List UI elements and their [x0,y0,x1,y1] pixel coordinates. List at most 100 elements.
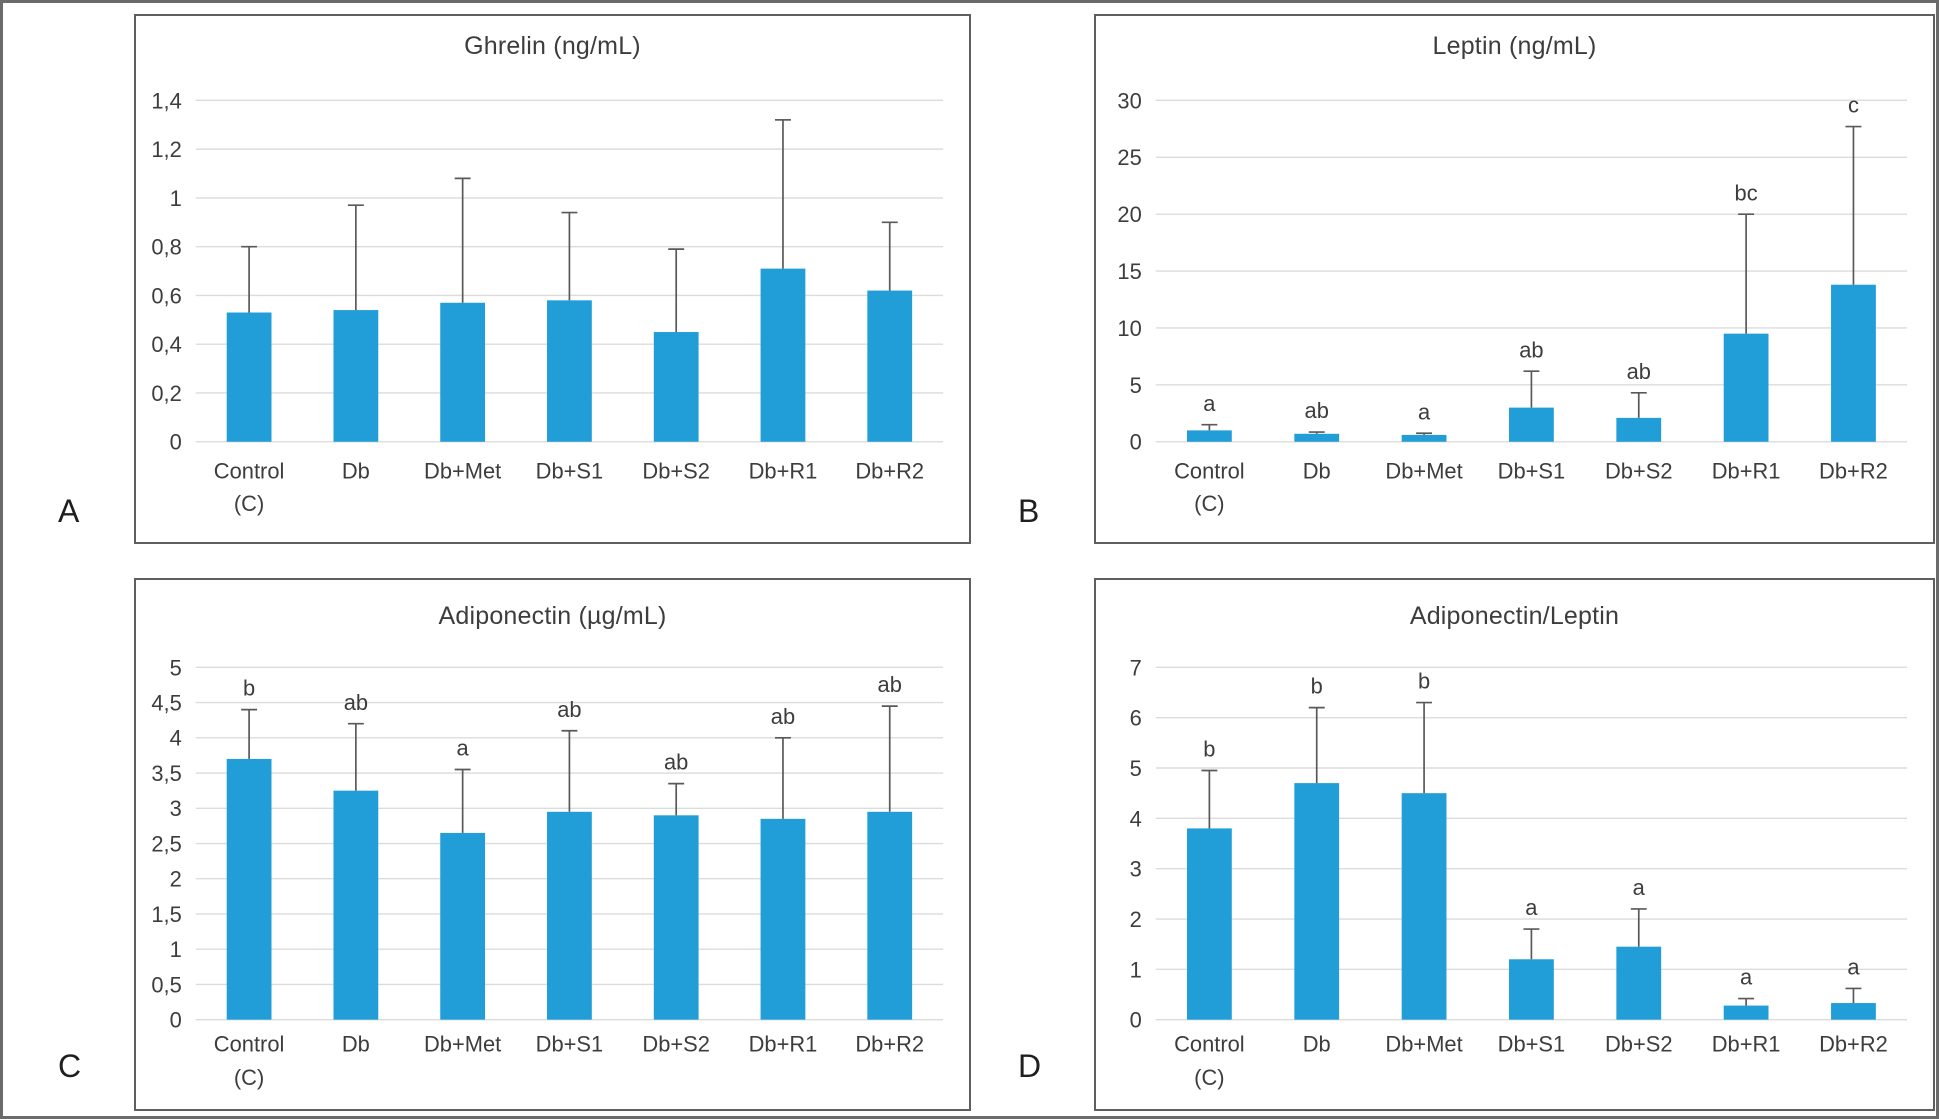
x-tick-label-db: Db [1303,459,1331,484]
significance-letter-db: ab [1305,398,1329,423]
bar-db-r2 [867,811,913,1020]
x-tick-label-db-s2: Db+S2 [642,1031,710,1056]
x-tick-label-control-c-: (C) [234,491,264,516]
x-tick-label-control-c-: (C) [1194,1065,1224,1090]
bar-db-met [1401,434,1447,442]
bar-db [1294,783,1340,1020]
x-tick-label-control-c-: Control [214,1031,285,1056]
y-tick-label: 4 [1130,806,1142,831]
x-tick-label-db-met: Db+Met [424,1031,501,1056]
y-tick-label: 10 [1117,316,1141,341]
y-tick-label: 0 [170,430,182,455]
x-tick-label-db: Db [1303,1031,1331,1056]
y-tick-label: 2,5 [151,831,181,856]
bar-db [1294,433,1340,442]
bar-control-c- [1186,828,1232,1020]
y-tick-label: 4,5 [151,691,181,716]
y-tick-label: 5 [1130,373,1142,398]
bar-db-s1 [1509,407,1554,442]
x-tick-label-db: Db [342,459,370,484]
y-tick-label: 0,8 [151,235,181,260]
chart-title-adiponectin: Adiponectin (µg/mL) [438,602,667,630]
x-tick-label-db-r2: Db+R2 [1819,1031,1888,1056]
significance-letter-db-met: a [1418,399,1431,424]
x-tick-label-db-s1: Db+S1 [536,459,604,484]
significance-letter-db-r1: ab [771,704,795,729]
x-tick-label-db-s1: Db+S1 [1498,1031,1566,1056]
x-tick-label-control-c-: (C) [234,1065,264,1090]
x-tick-label-control-c-: Control [1174,459,1245,484]
y-tick-label: 3,5 [151,761,181,786]
bar-control-c- [1186,430,1232,442]
y-tick-label: 5 [170,655,182,680]
y-tick-label: 0 [170,1008,182,1033]
panel-letter-a: A [58,493,80,529]
bar-control-c- [226,312,272,442]
x-tick-label-db-met: Db+Met [1385,459,1462,484]
chart-plot-leptin: 0 5 10 15 20 25 30 a Control (C) ab Db a Db+Met ab Db+S… [1117,88,1908,516]
significance-letter-control-c-: a [1203,391,1216,416]
y-tick-label: 3 [1130,857,1142,882]
chart-title-leptin: Leptin (ng/mL) [1432,32,1597,60]
chart-box-leptin: Leptin (ng/mL) 0 5 10 15 20 25 30 a Control (C) ab… [1094,14,1935,544]
x-tick-label-db-s2: Db+S2 [1605,459,1673,484]
panel-letter-c: C [58,1048,82,1084]
y-tick-label: 3 [170,796,182,821]
x-tick-label-db-r2: Db+R2 [1819,459,1888,484]
y-tick-label: 4 [170,726,182,751]
bar-db-s1 [1509,959,1554,1020]
significance-letter-db-s2: a [1633,875,1646,900]
bar-db-s1 [547,300,592,442]
chart-plot-adiponectin-leptin-ratio: 0 1 2 3 4 5 6 7 b Control (C) b Db b Db+Met a Db+S1 a Db+S… [1130,655,1908,1090]
bar-db [333,790,379,1020]
bar-db-r1 [760,268,806,442]
significance-letter-db-r1: bc [1735,180,1758,205]
bar-db-met [1401,793,1447,1020]
panel-letter-d: D [1018,1048,1042,1084]
panel-d-adiponectin-leptin-ratio: D Adiponectin/Leptin 0 1 2 3 4 5 6 7 b Control (C)… [1018,578,1935,1111]
panel-b-leptin: B Leptin (ng/mL) 0 5 10 15 20 25 30 a Control (C)… [1018,14,1935,544]
significance-letter-db-s1: ab [1519,337,1543,362]
x-tick-label-db-r2: Db+R2 [855,1031,924,1056]
chart-box-adiponectin: Adiponectin (µg/mL) 0 0,5 1 1,5 2 2,5 3 3,5 4 4,5… [134,578,971,1111]
bar-db-r2 [867,290,913,442]
y-tick-label: 30 [1117,88,1141,113]
x-tick-label-db-r1: Db+R1 [1712,1031,1781,1056]
bar-db-r2 [1831,1003,1876,1020]
x-tick-label-db-r1: Db+R1 [749,459,818,484]
significance-letter-db: b [1311,674,1323,699]
panel-letter-b: B [1018,493,1040,529]
significance-letter-db: ab [344,690,368,715]
significance-letter-db-r2: a [1847,955,1860,980]
chart-title-adiponectin-leptin-ratio: Adiponectin/Leptin [1409,602,1620,630]
bar-db-r1 [1723,1005,1769,1020]
x-tick-label-control-c-: (C) [1194,491,1224,516]
significance-letter-db-s1: a [1525,895,1538,920]
x-tick-label-db-r1: Db+R1 [749,1031,818,1056]
x-tick-label-db-s2: Db+S2 [642,459,710,484]
chart-plot-ghrelin: 0 0,2 0,4 0,6 0,8 1 1,2 1,4 Control (C) Db Db+Met Db… [151,88,944,516]
x-tick-label-control-c-: Control [1174,1031,1245,1056]
y-tick-label: 25 [1117,145,1141,170]
significance-letter-db-s2: ab [1627,359,1651,384]
bar-db-s2 [1616,946,1662,1020]
y-tick-label: 0 [1130,430,1142,455]
significance-letter-db-r2: c [1848,93,1859,118]
y-tick-label: 6 [1130,706,1142,731]
y-tick-label: 1 [1130,957,1142,982]
bar-db-r1 [760,818,806,1020]
y-tick-label: 20 [1117,202,1141,227]
y-tick-label: 15 [1117,259,1141,284]
x-tick-label-db-r2: Db+R2 [855,459,924,484]
bar-db-r2 [1831,284,1876,442]
y-tick-label: 2 [170,867,182,892]
significance-letter-db-r2: ab [878,672,902,697]
y-tick-label: 0,6 [151,283,181,308]
bar-db-s2 [653,332,699,442]
y-tick-label: 1 [170,937,182,962]
x-tick-label-db-r1: Db+R1 [1712,459,1781,484]
x-tick-label-db-met: Db+Met [424,459,501,484]
bar-db-met [440,302,486,442]
significance-letter-db-r1: a [1740,965,1753,990]
